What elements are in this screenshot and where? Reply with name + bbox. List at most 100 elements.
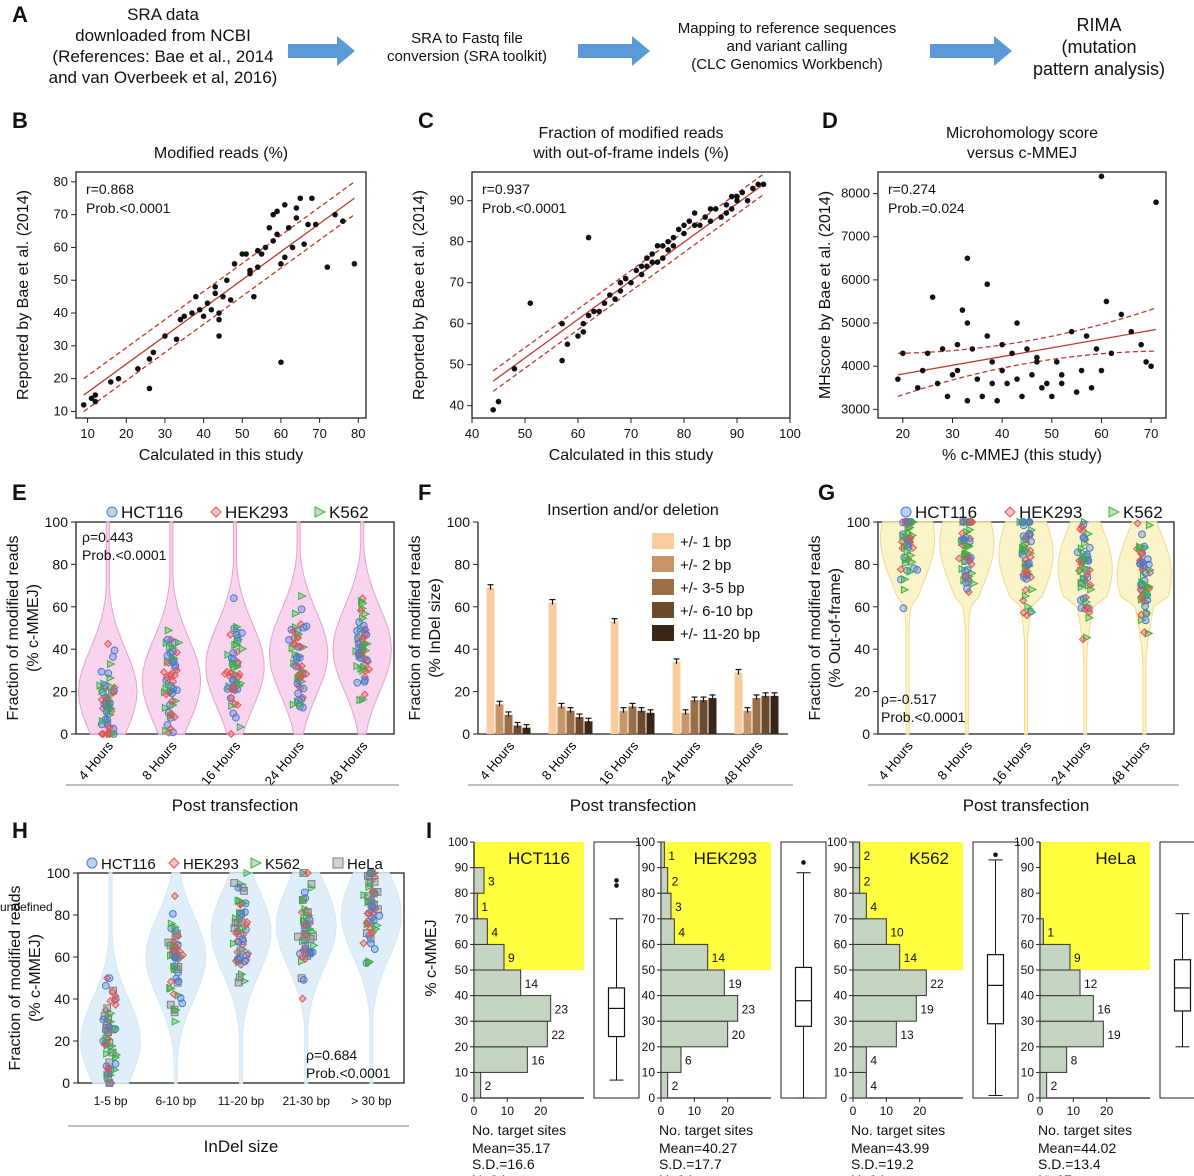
data-point-k562 — [236, 722, 246, 732]
workflow-step-4-line-3: pattern analysis) — [1032, 59, 1166, 79]
legend-marker-hct116 — [86, 857, 98, 869]
data-point-k562 — [361, 646, 371, 655]
data-point-k562 — [169, 941, 178, 950]
y-tick-label: 40 — [454, 641, 470, 657]
data-point-k562 — [232, 914, 241, 923]
x-tick-label: 20 — [119, 426, 133, 441]
data-point-k562 — [238, 924, 248, 934]
data-point — [617, 279, 624, 286]
outlier — [614, 878, 619, 883]
x-tick-label: 16 Hours — [198, 738, 244, 788]
data-point — [1098, 367, 1105, 374]
data-point-hek293 — [170, 891, 180, 901]
data-point-hct116 — [299, 975, 308, 984]
data-point-k562 — [357, 597, 367, 606]
histogram-bar — [852, 943, 901, 971]
data-point — [162, 333, 168, 339]
data-point-k562 — [1145, 521, 1155, 530]
y-tick-label: 40 — [854, 641, 870, 657]
data-point — [309, 195, 315, 202]
data-point-hela — [173, 929, 181, 938]
y-tick-label: 10 — [54, 403, 68, 418]
data-point — [173, 336, 180, 343]
panel-label-e: E — [12, 480, 27, 505]
x-tick-label: 0 — [1037, 1104, 1044, 1118]
data-point-k562 — [104, 1011, 114, 1020]
legend-label-hek293: HEK293 — [183, 856, 239, 873]
x-tick-label: 0 — [658, 1104, 665, 1118]
data-point-k562 — [1136, 543, 1146, 552]
bar-2 — [566, 710, 575, 734]
data-point — [734, 193, 740, 200]
data-point-hek293 — [363, 919, 372, 928]
data-point-hct116 — [1077, 604, 1086, 612]
legend-marker-hela — [332, 857, 344, 869]
bar-0 — [610, 621, 619, 734]
workflow-step-3-line-3: (CLC Genomics Workbench) — [691, 56, 883, 73]
data-point — [1093, 346, 1100, 352]
y-tick-label: 30 — [834, 1014, 848, 1028]
data-point — [644, 255, 650, 261]
data-point — [88, 395, 95, 402]
data-point — [258, 251, 265, 257]
bar-count-label: 14 — [525, 977, 539, 991]
x-tick-label: 6-10 bp — [155, 1094, 196, 1108]
data-point — [227, 297, 234, 303]
x-tick-label: 20 — [913, 1104, 927, 1118]
violin-4 — [1116, 521, 1173, 735]
cell-line-label: HeLa — [1095, 849, 1136, 868]
data-point-hct116 — [102, 708, 111, 716]
data-point-hct116 — [368, 903, 377, 912]
data-point-k562 — [365, 958, 374, 967]
data-point-hct116 — [228, 676, 237, 685]
bar-count-label: 14 — [904, 951, 918, 965]
panel-label-f: F — [418, 480, 431, 505]
data-point-hela — [236, 946, 245, 955]
histogram-bar — [852, 1071, 867, 1099]
data-point-hela — [370, 877, 379, 886]
y-axis-label-2: (% InDel size) — [427, 578, 444, 678]
y-tick-label: 40 — [54, 305, 68, 320]
data-point-hek293 — [1021, 585, 1030, 595]
stat-text: S.D.=19.2 — [851, 1156, 914, 1172]
data-point — [959, 307, 966, 313]
data-point — [239, 251, 246, 257]
bar-count-label: 16 — [531, 1054, 545, 1068]
bar-2 — [690, 700, 699, 734]
y-tick-label: 20 — [642, 1040, 656, 1054]
data-point — [1034, 359, 1040, 365]
bar-count-label: 2 — [672, 874, 679, 888]
data-point-hela — [306, 935, 315, 943]
legend-swatch-3 — [652, 602, 674, 618]
stat-text: Prob.<0.0001 — [881, 709, 966, 725]
data-point-k562 — [243, 868, 252, 878]
data-point — [675, 226, 682, 233]
histogram-bar — [1039, 1071, 1048, 1099]
data-point — [612, 296, 618, 302]
x-tick-label: 24 Hours — [262, 738, 308, 788]
y-tick-label: 40 — [642, 989, 656, 1003]
bar-count-label: 4 — [870, 1054, 877, 1068]
data-point-k562 — [301, 904, 310, 914]
x-tick-label: 50 — [235, 426, 249, 441]
data-point-hela — [240, 886, 248, 895]
data-point — [760, 181, 767, 188]
data-point — [1009, 350, 1015, 357]
stat-text: Prob.=0.024 — [888, 200, 965, 216]
histogram-bar — [660, 841, 665, 869]
data-point — [559, 320, 565, 327]
data-point-k562 — [359, 666, 368, 676]
data-point-k562 — [902, 555, 911, 564]
x-tick-label: 30 — [945, 426, 959, 441]
data-point — [274, 231, 280, 238]
data-point — [707, 206, 714, 212]
data-point — [212, 284, 218, 290]
data-point-hct116 — [1073, 548, 1082, 557]
data-point — [999, 367, 1005, 374]
x-tick-label: 50 — [1045, 426, 1059, 441]
data-point — [580, 329, 587, 335]
data-point-hct116 — [366, 869, 375, 877]
data-point — [92, 392, 99, 398]
data-point-hek293 — [236, 900, 245, 909]
y-tick-label: 100 — [45, 514, 69, 530]
